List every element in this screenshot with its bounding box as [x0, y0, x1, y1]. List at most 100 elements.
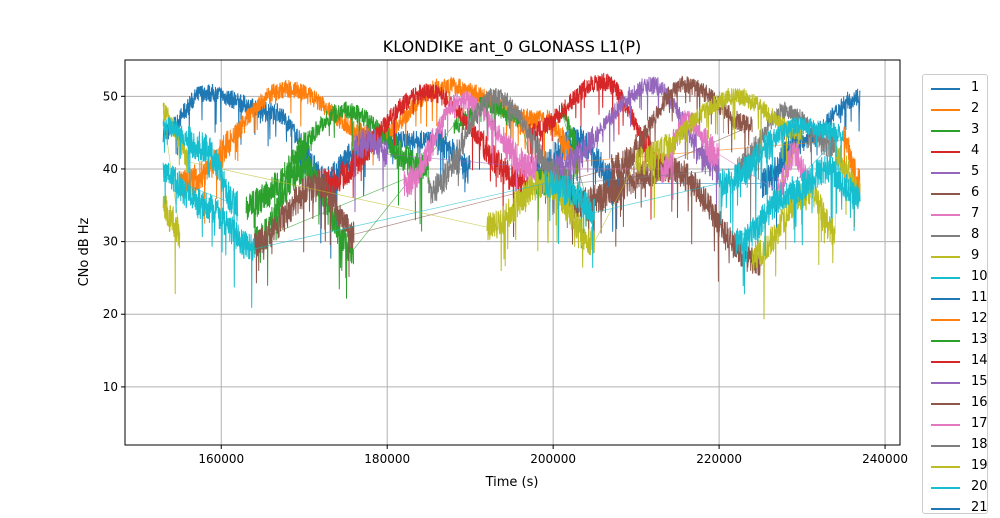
legend-label: 4	[971, 143, 980, 158]
y-tick-label: 50	[103, 89, 118, 103]
series-connector	[187, 161, 487, 228]
legend-item: 17	[927, 414, 988, 434]
legend-item: 7	[927, 204, 987, 224]
series-arc	[610, 75, 753, 227]
legend-label: 19	[971, 458, 988, 473]
legend-label: 9	[971, 248, 980, 263]
legend-item: 9	[927, 246, 987, 266]
legend-swatch	[931, 172, 960, 174]
legend: 1 2 3 4 5 6 7 8 9 10 11 12 13 14 15 16 17 18 19 20 21	[922, 74, 988, 515]
legend-swatch	[931, 151, 960, 153]
series-arc	[353, 124, 388, 213]
legend-item: 8	[927, 225, 987, 245]
legend-item: 13	[927, 330, 988, 350]
legend-item: 5	[927, 162, 987, 182]
series-arc	[569, 154, 761, 282]
legend-swatch	[931, 235, 960, 237]
series-arc	[253, 168, 355, 284]
legend-swatch	[931, 361, 960, 363]
legend-swatch	[931, 340, 960, 342]
legend-label: 12	[971, 311, 988, 326]
legend-item: 16	[927, 393, 988, 413]
legend-swatch	[931, 487, 960, 489]
legend-label: 16	[971, 395, 988, 410]
series-arc	[162, 162, 255, 308]
legend-swatch	[931, 298, 960, 300]
legend-item: 3	[927, 120, 987, 140]
legend-swatch	[931, 466, 960, 468]
series-arc	[552, 76, 720, 223]
series-connector	[569, 168, 736, 184]
x-tick-label: 240000	[862, 452, 908, 466]
legend-label: 14	[971, 353, 988, 368]
y-tick-label: 20	[103, 307, 118, 321]
legend-swatch	[931, 256, 960, 258]
legend-label: 10	[971, 269, 988, 284]
y-axis-label: CNo dB Hz	[77, 217, 92, 286]
legend-swatch	[931, 319, 960, 321]
series-arc	[162, 117, 239, 252]
y-tick-label: 10	[103, 380, 118, 394]
legend-label: 6	[971, 185, 980, 200]
legend-item: 6	[927, 183, 987, 203]
plot-lines	[162, 72, 861, 320]
legend-item: 14	[927, 351, 988, 371]
x-tick-label: 220000	[696, 452, 742, 466]
chart: 160000 180000 200000 220000 240000 10 20 30 40 5…	[77, 37, 908, 490]
legend-swatch	[931, 508, 960, 510]
series-arc	[735, 155, 861, 295]
x-tick-label: 180000	[364, 452, 410, 466]
x-tick-label: 200000	[530, 452, 576, 466]
legend-item: 20	[927, 477, 988, 497]
series-connector	[594, 183, 720, 213]
series-arc	[544, 170, 595, 268]
legend-item: 2	[927, 99, 987, 119]
legend-item: 11	[927, 288, 988, 308]
legend-item: 18	[927, 435, 988, 455]
legend-swatch	[931, 88, 960, 90]
series-connector	[594, 161, 637, 242]
series-arc	[162, 194, 181, 295]
chart-title: KLONDIKE ant_0 GLONASS L1(P)	[383, 37, 641, 57]
x-axis-label: Time (s)	[485, 475, 539, 490]
legend-item: 12	[927, 309, 988, 329]
series-arc	[486, 170, 595, 272]
legend-label: 17	[971, 416, 988, 431]
series-arc	[403, 90, 537, 203]
series-connector	[254, 183, 545, 250]
series-arc	[660, 110, 720, 200]
legend-label: 15	[971, 374, 988, 389]
series-arc	[253, 155, 355, 299]
legend-item: 21	[927, 498, 988, 518]
x-tick-label: 160000	[198, 452, 244, 466]
legend-item: 19	[927, 456, 988, 476]
series-connector	[254, 168, 429, 242]
legend-item: 15	[927, 372, 988, 392]
legend-swatch	[931, 130, 960, 132]
legend-label: 20	[971, 479, 988, 494]
legend-label: 7	[971, 206, 980, 221]
series-arc	[428, 87, 570, 229]
legend-label: 1	[971, 80, 980, 95]
legend-swatch	[931, 382, 960, 384]
legend-swatch	[931, 214, 960, 216]
series-arc	[834, 140, 861, 215]
legend-swatch	[931, 445, 960, 447]
series-arc	[635, 87, 803, 218]
y-tick-label: 40	[103, 162, 118, 176]
legend-swatch	[931, 277, 960, 279]
legend-label: 11	[971, 290, 988, 305]
legend-item: 4	[927, 141, 987, 161]
axes-frame	[124, 59, 901, 446]
legend-swatch	[931, 403, 960, 405]
legend-label: 2	[971, 101, 980, 116]
legend-label: 13	[971, 332, 988, 347]
series-10	[162, 116, 861, 308]
legend-swatch	[931, 424, 960, 426]
legend-item: 1	[927, 78, 987, 98]
y-tick-label: 30	[103, 235, 118, 249]
legend-label: 5	[971, 164, 980, 179]
series-arc	[519, 109, 579, 206]
legend-swatch	[931, 109, 960, 111]
series-arc	[245, 101, 430, 255]
